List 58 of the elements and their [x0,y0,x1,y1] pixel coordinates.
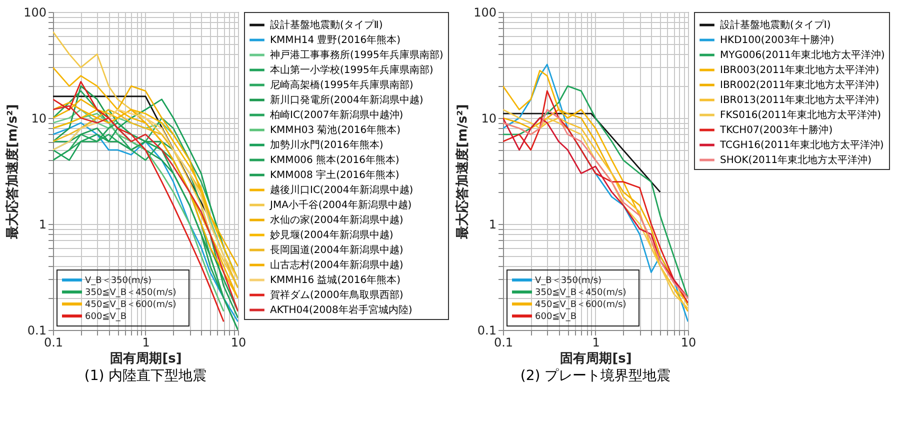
legend-label: AKTH04(2008年岩手宮城内陸) [270,304,412,316]
legend-label: 350≦V_B＜450(m/s) [85,288,176,298]
x-tick-label: 10 [680,336,696,350]
x-tick-label: 0.1 [494,336,514,350]
legend-label: IBR013(2011年東北地方太平洋沖) [720,94,880,106]
legend-label: 本山第一小学校(1995年兵庫県南部) [270,64,434,76]
legend-label: V_B＜350(m/s) [85,276,152,286]
y-tick-label: 0.1 [477,324,496,338]
x-tick-label: 1 [592,336,600,350]
y-tick-label: 100 [24,6,46,20]
legend-label: KMMH03 菊池(2016年熊本) [270,124,401,136]
x-tick-label: 1 [142,336,150,350]
legend-label: 450≦V_B＜600(m/s) [85,300,176,310]
text: (1) 内陸直下型地震 [84,368,207,384]
y-tick-label: 1 [488,218,496,232]
legend-label: KMM008 宇土(2016年熊本) [270,169,400,181]
legend-label: V_B＜350(m/s) [535,276,602,286]
legend-label: 越後川口IC(2004年新潟県中越) [270,184,414,196]
legend-label: KMMH16 益城(2016年熊本) [270,274,401,286]
legend-label: IBR003(2011年東北地方太平洋沖) [720,64,880,76]
legend-label: 柏崎IC(2007年新潟県中越沖) [269,109,404,121]
x-axis-title: 固有周期[s] [560,352,632,366]
legend-label: 神戸港工事事務所(1995年兵庫県南部) [270,49,444,61]
legend-label: 尼崎高架橋(1995年兵庫県南部) [270,79,414,91]
legend-label: 450≦V_B＜600(m/s) [535,300,626,310]
y-tick-label: 10 [31,112,46,126]
legend-label: 600≦V_B [85,312,127,322]
legend-label: 新川口発電所(2004年新潟県中越) [270,94,424,106]
legend-label: 水仙の家(2004年新潟県中越) [270,214,404,226]
y-tick-label: 0.1 [27,324,46,338]
legend-label: TKCH07(2003年十勝沖) [719,124,833,136]
legend-label: 600≦V_B [535,312,577,322]
legend-label: 山古志村(2004年新潟県中越) [270,259,404,271]
y-tick-label: 10 [481,112,496,126]
legend-label: HKD100(2003年十勝沖) [720,34,834,46]
x-tick-label: 10 [230,336,246,350]
legend-label: 設計基盤地震動(タイプⅠ) [720,19,831,31]
y-axis-title: 最大応答加速度[m/s²] [4,104,21,240]
legend-label: IBR002(2011年東北地方太平洋沖) [720,79,880,91]
legend-label: 賀祥ダム(2000年鳥取県西部) [270,289,404,301]
legend-label: FKS016(2011年東北地方太平洋沖) [720,109,882,121]
legend-label: JMA小千谷(2004年新潟県中越) [269,199,412,211]
y-axis-title: 最大応答加速度[m/s²] [454,104,471,240]
legend-label: MYG006(2011年東北地方太平洋沖) [720,49,885,61]
legend-label: KMMH14 豊野(2016年熊本) [270,34,401,46]
legend-label: 妙見堰(2004年新潟県中越) [270,229,394,241]
legend-label: SHOK(2011年東北地方太平洋沖) [720,154,872,166]
x-tick-label: 0.1 [44,336,64,350]
y-tick-label: 100 [474,6,496,20]
legend-label: 長岡国道(2004年新潟県中越) [270,244,404,256]
x-axis-title: 固有周期[s] [110,352,182,366]
legend-label: TCGH16(2011年東北地方太平洋沖) [719,139,884,151]
legend-label: KMM006 熊本(2016年熊本) [270,154,400,166]
legend-label: 設計基盤地震動(タイプⅡ) [270,19,383,31]
legend-label: 350≦V_B＜450(m/s) [535,288,626,298]
y-tick-label: 1 [38,218,46,232]
legend-label: 加勢川水門(2016年熊本) [270,139,384,151]
text: (2) プレート境界型地震 [520,368,671,384]
